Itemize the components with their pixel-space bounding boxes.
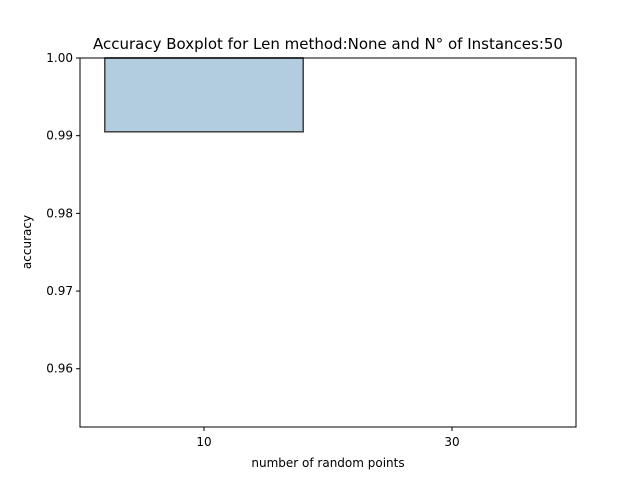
box-10: [104, 57, 304, 133]
x-axis: 10 30: [196, 427, 460, 449]
y-tick-label: 0.97: [46, 284, 73, 298]
y-tick-label: 1.00: [46, 51, 73, 65]
y-axis: 0.96 0.97 0.98 0.99 1.00: [46, 51, 80, 376]
y-tick-label: 0.99: [46, 129, 73, 143]
plot-frame: [79, 57, 577, 428]
x-tick-label: 10: [196, 435, 211, 449]
y-tick-label: 0.96: [46, 362, 73, 376]
y-axis-label: accuracy: [20, 215, 34, 269]
y-tick-label: 0.98: [46, 206, 73, 220]
plot-area: [104, 57, 304, 133]
x-axis-label: number of random points: [251, 456, 404, 470]
x-tick-label: 30: [444, 435, 459, 449]
chart-title: Accuracy Boxplot for Len method:None and…: [93, 35, 563, 53]
